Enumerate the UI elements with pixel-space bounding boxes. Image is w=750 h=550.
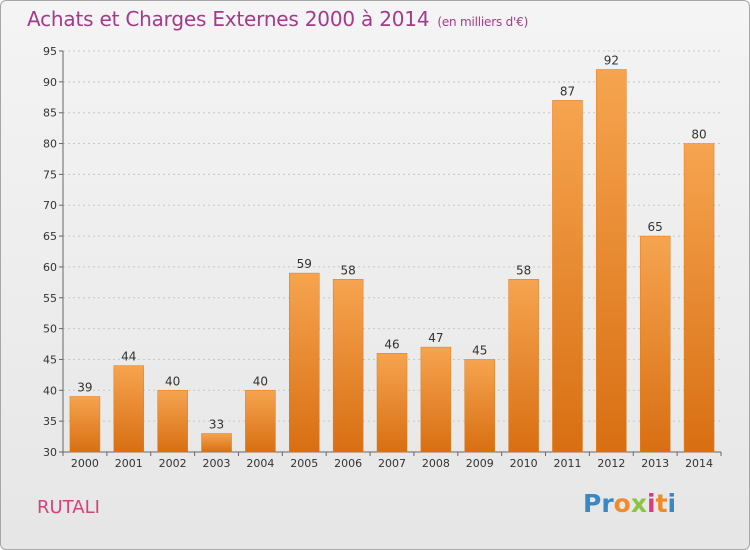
x-tick-label: 2007: [378, 457, 406, 470]
bar: [201, 433, 232, 453]
bar-value-label: 87: [560, 84, 575, 98]
logo-letter: o: [613, 489, 631, 518]
bar: [596, 69, 627, 453]
bar-value-label: 58: [340, 263, 355, 277]
x-tick-label: 2005: [290, 457, 318, 470]
x-tick-label: 2014: [685, 457, 713, 470]
y-tick-label: 55: [43, 292, 57, 305]
y-tick-label: 65: [43, 230, 57, 243]
bar-value-label: 65: [648, 220, 663, 234]
y-tick-label: 75: [43, 168, 57, 181]
bar: [157, 390, 188, 453]
y-tick-label: 90: [43, 76, 57, 89]
bar: [245, 390, 276, 453]
chart-subtitle: (en milliers d'€): [437, 15, 529, 29]
bar-value-label: 92: [604, 54, 619, 68]
y-tick-label: 85: [43, 107, 57, 120]
bar-value-label: 58: [516, 263, 531, 277]
bar: [639, 235, 671, 453]
bar-value-label: 45: [472, 343, 487, 357]
x-tick-label: 2008: [422, 457, 450, 470]
y-tick-label: 80: [43, 138, 57, 151]
x-tick-label: 2011: [553, 457, 581, 470]
logo-letter: i: [667, 489, 677, 518]
x-tick-label: 2004: [246, 457, 274, 470]
bar-value-label: 59: [297, 257, 312, 271]
x-tick-label: 2002: [159, 457, 187, 470]
y-tick-label: 50: [43, 323, 57, 336]
y-tick-label: 40: [43, 384, 57, 397]
x-tick-label: 2010: [510, 457, 538, 470]
bar-value-label: 80: [691, 128, 706, 142]
bar: [113, 365, 145, 453]
bar: [683, 143, 715, 453]
chart-title-text: Achats et Charges Externes 2000 à 2014: [27, 7, 430, 31]
bar-value-label: 40: [165, 374, 180, 388]
logo-letter: x: [630, 489, 647, 518]
y-tick-label: 95: [43, 45, 57, 58]
y-tick-label: 60: [43, 261, 57, 274]
bar-value-label: 33: [209, 417, 224, 431]
bar-value-label: 40: [253, 374, 268, 388]
y-tick-label: 30: [43, 446, 57, 459]
x-tick-label: 2009: [466, 457, 494, 470]
logo-letter: i: [647, 489, 656, 518]
bar: [464, 359, 495, 453]
x-tick-label: 2013: [641, 457, 669, 470]
bar-value-label: 47: [428, 331, 443, 345]
x-tick-label: 2012: [597, 457, 625, 470]
bar: [332, 279, 364, 453]
logo-letter: P: [583, 489, 602, 518]
bar: [508, 279, 539, 453]
town-name: RUTALI: [37, 497, 100, 518]
bar: [289, 272, 320, 453]
x-tick-label: 2001: [115, 457, 143, 470]
bar-value-label: 44: [121, 350, 136, 364]
y-tick-label: 45: [43, 353, 57, 366]
bar-value-label: 46: [384, 337, 399, 351]
bar: [376, 353, 408, 453]
y-tick-label: 70: [43, 199, 57, 212]
bar: [420, 346, 452, 453]
proxiti-logo: Proxiti: [583, 489, 676, 518]
logo-letter: t: [655, 489, 668, 518]
bar: [69, 396, 101, 453]
bar-value-label: 39: [77, 380, 92, 394]
bar: [552, 100, 583, 453]
chart-title: Achats et Charges Externes 2000 à 2014 (e…: [27, 7, 528, 31]
x-tick-label: 2006: [334, 457, 362, 470]
x-tick-label: 2003: [203, 457, 231, 470]
logo-letter: r: [601, 489, 614, 518]
y-tick-label: 35: [43, 415, 57, 428]
x-tick-label: 2000: [71, 457, 99, 470]
